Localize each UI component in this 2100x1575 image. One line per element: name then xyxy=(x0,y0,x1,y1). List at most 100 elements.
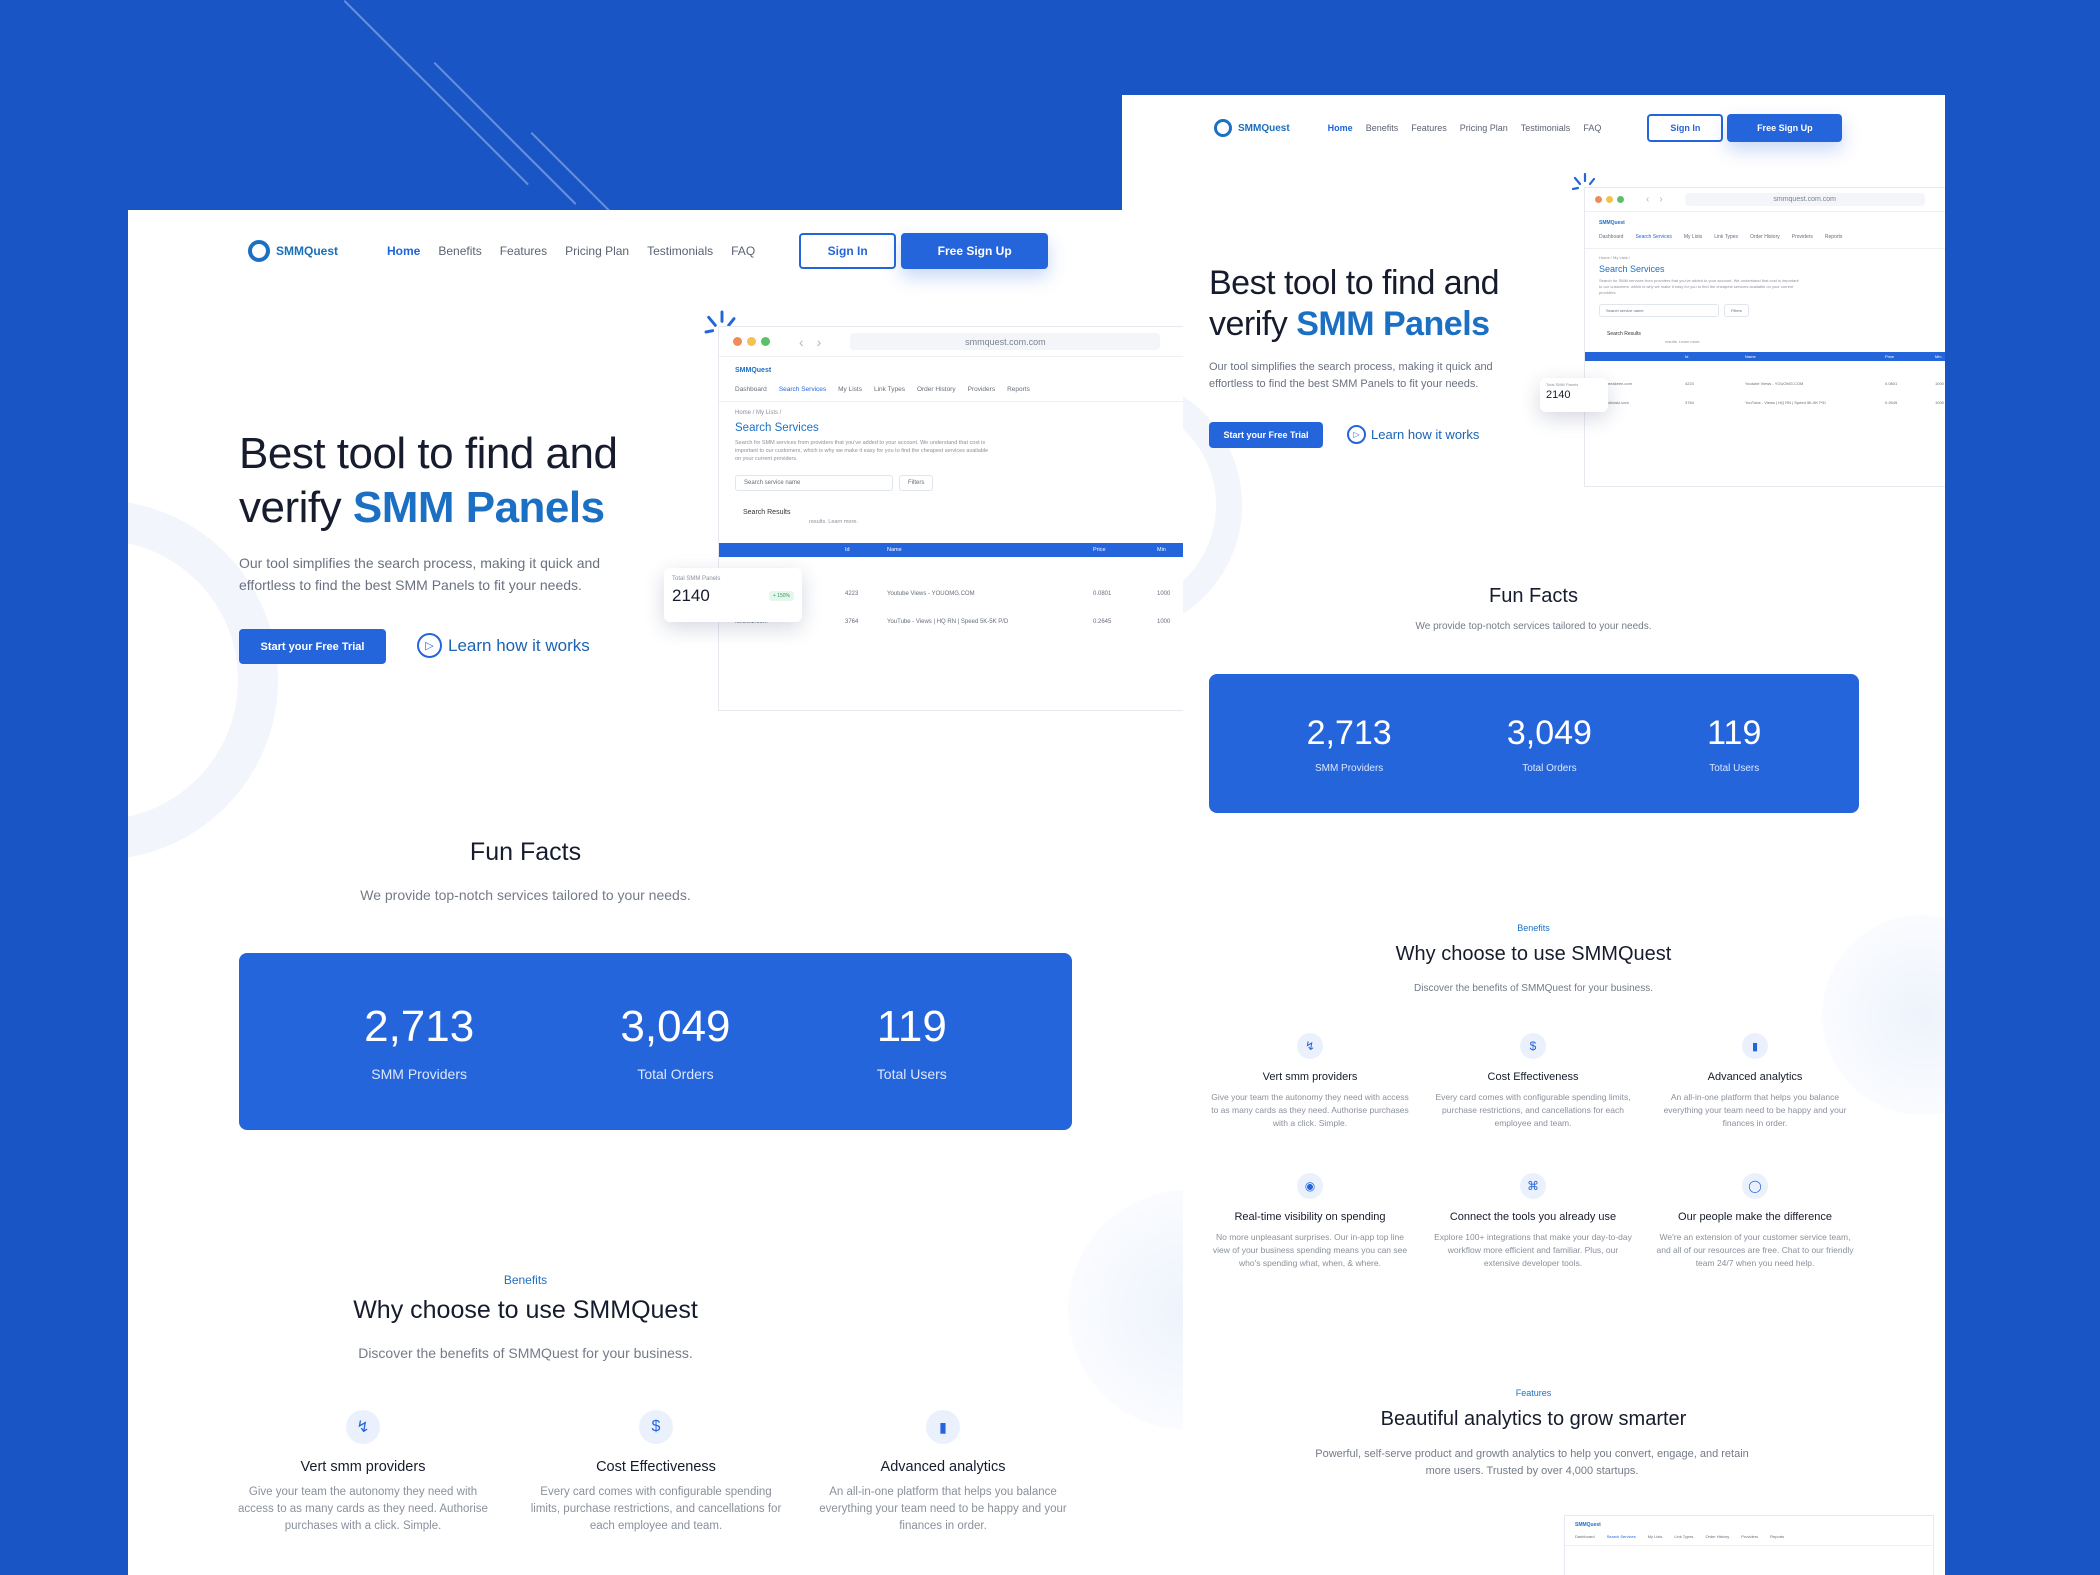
back-icon[interactable]: ‹ xyxy=(1646,193,1650,205)
fact-value: 2,713 xyxy=(364,1001,475,1051)
mock-desc: Search for SMM services from providers t… xyxy=(735,440,989,462)
landing-page-main: SMMQuest Home Benefits Features Pricing … xyxy=(128,210,1183,1575)
forward-icon[interactable]: › xyxy=(1659,193,1663,205)
nav-pricing[interactable]: Pricing Plan xyxy=(565,244,630,258)
benefits-tag: Benefits xyxy=(1517,923,1550,933)
benefits-subtitle: Discover the benefits of SMMQuest for yo… xyxy=(1414,983,1653,994)
hero-title: Best tool to find and verify SMM Panels xyxy=(1209,263,1500,345)
tab-providers[interactable]: Providers xyxy=(967,386,996,393)
mock-search-input[interactable]: Search service name xyxy=(1599,303,1719,317)
nav-benefits[interactable]: Benefits xyxy=(1365,123,1399,133)
tab-my-lists[interactable]: My Lists xyxy=(1683,233,1703,240)
nav-testimonials[interactable]: Testimonials xyxy=(647,244,714,258)
table-row[interactable]: jeeakeen.com 4223 Youtube Views - YOUOMG… xyxy=(1585,361,1945,386)
nav-pricing[interactable]: Pricing Plan xyxy=(1459,123,1508,133)
hero-subtitle: Our tool simplifies the search process, … xyxy=(1209,361,1493,390)
mock-search-input[interactable]: Search service name xyxy=(735,475,893,491)
benefit-item: ▮ Advanced analytics An all-in-one platf… xyxy=(813,1410,1073,1535)
benefits-title: Why choose to use SMMQuest xyxy=(1395,943,1672,965)
start-trial-button[interactable]: Start your Free Trial xyxy=(1209,422,1323,448)
app-screenshot: ‹ › smmquest.com.com SMMQuest Dashboard … xyxy=(1584,187,1945,487)
nav-benefits[interactable]: Benefits xyxy=(438,244,482,258)
tab-search-services[interactable]: Search Services xyxy=(778,386,827,393)
play-icon: ▷ xyxy=(417,633,442,658)
nav-features[interactable]: Features xyxy=(1411,123,1447,133)
cell-provider: followiz.com xyxy=(1607,399,1629,405)
tab-order-history[interactable]: Order History xyxy=(916,386,956,393)
tab-link-types[interactable]: Link Types xyxy=(873,386,905,393)
tab-providers[interactable]: Providers xyxy=(1741,1534,1759,1539)
tab-dashboard[interactable]: Dashboard xyxy=(1575,1534,1595,1539)
hero-title-accent: SMM Panels xyxy=(352,483,605,532)
tab-order-history[interactable]: Order History xyxy=(1705,1534,1730,1539)
nav-faq[interactable]: FAQ xyxy=(731,244,756,258)
benefit-desc: An all-in-one platform that helps you ba… xyxy=(1663,1092,1847,1128)
window-dot xyxy=(1606,195,1613,203)
nav-features[interactable]: Features xyxy=(499,244,548,258)
brand-logo[interactable]: SMMQuest xyxy=(248,240,338,262)
brand-logo[interactable]: SMMQuest xyxy=(1214,119,1290,137)
sign-up-button[interactable]: Free Sign Up xyxy=(901,233,1049,269)
col-min: Min xyxy=(1157,547,1166,553)
nav-testimonials[interactable]: Testimonials xyxy=(1520,123,1571,133)
tab-order-history[interactable]: Order History xyxy=(1750,233,1780,240)
learn-how-link[interactable]: ▷ Learn how it works xyxy=(1347,425,1479,444)
fact-value: 2,713 xyxy=(1306,713,1392,752)
start-trial-button[interactable]: Start your Free Trial xyxy=(239,629,386,664)
fun-facts-subtitle: We provide top-notch services tailored t… xyxy=(1415,621,1652,632)
tab-link-types[interactable]: Link Types xyxy=(1674,1534,1694,1539)
table-row[interactable]: followiz.com 3764 YouTube - Views | HQ R… xyxy=(1585,386,1945,405)
fact-label: SMM Providers xyxy=(371,1065,467,1082)
command-icon: ⌘ xyxy=(1520,1173,1546,1199)
mock-search-row: Search service name Filters xyxy=(719,463,1183,491)
mock-filters-button[interactable]: Filters xyxy=(1724,303,1749,317)
hero-title-prefix: verify xyxy=(1209,305,1297,343)
stat-value: 2140 xyxy=(1546,389,1571,401)
benefit-title: Our people make the difference xyxy=(1678,1211,1832,1223)
fact-value: 3,049 xyxy=(1506,713,1592,752)
forward-icon[interactable]: › xyxy=(816,333,822,350)
app-screenshot: ‹ › smmquest.com.com SMMQuest Dashboard … xyxy=(718,326,1183,711)
tab-search-services[interactable]: Search Services xyxy=(1606,1534,1636,1539)
tab-dashboard[interactable]: Dashboard xyxy=(735,386,767,393)
tab-search-services[interactable]: Search Services xyxy=(1635,233,1672,240)
cell-id: 4223 xyxy=(1685,380,1694,386)
nav-home[interactable]: Home xyxy=(1327,123,1353,133)
cell-provider: followiz.com xyxy=(735,619,768,625)
bar-chart-icon: ▮ xyxy=(926,1410,960,1444)
cell-min: 1000 xyxy=(1157,591,1171,597)
fun-facts-subtitle: We provide top-notch services tailored t… xyxy=(360,887,691,903)
hero-title-accent: SMM Panels xyxy=(1296,305,1490,343)
features-title: Beautiful analytics to grow smarter xyxy=(1380,1408,1687,1430)
sign-up-button[interactable]: Free Sign Up xyxy=(1727,114,1843,142)
col-price: Price xyxy=(1093,547,1106,553)
tab-reports[interactable]: Reports xyxy=(1770,1534,1785,1539)
hero-title-line1: Best tool to find and xyxy=(1209,264,1500,302)
nav-home[interactable]: Home xyxy=(387,244,421,258)
benefit-title: Real-time visibility on spending xyxy=(1234,1211,1386,1223)
tab-providers[interactable]: Providers xyxy=(1791,233,1813,240)
url-bar[interactable]: smmquest.com.com xyxy=(1684,192,1925,206)
url-bar[interactable]: smmquest.com.com xyxy=(850,333,1161,350)
nav-links: Home Benefits Features Pricing Plan Test… xyxy=(387,244,755,258)
mock-brand: SMMQuest xyxy=(1599,219,1625,226)
tab-link-types[interactable]: Link Types xyxy=(1714,233,1739,240)
tab-reports[interactable]: Reports xyxy=(1007,386,1030,393)
cell-name: Youtube Views - YOUOMG.COM xyxy=(887,591,975,597)
benefit-desc: An all-in-one platform that helps you ba… xyxy=(819,1486,1067,1532)
back-icon[interactable]: ‹ xyxy=(799,333,804,350)
tab-dashboard[interactable]: Dashboard xyxy=(1599,233,1624,240)
nav-faq[interactable]: FAQ xyxy=(1583,123,1602,133)
benefit-item: ◯ Our people make the difference We're a… xyxy=(1654,1173,1856,1270)
learn-how-link[interactable]: ▷ Learn how it works xyxy=(417,633,590,658)
bolt-icon: ↯ xyxy=(1297,1033,1323,1059)
mock-filters-button[interactable]: Filters xyxy=(899,475,934,491)
benefit-item: $ Cost Effectiveness Every card comes wi… xyxy=(1432,1033,1634,1130)
sign-in-button[interactable]: Sign In xyxy=(1647,114,1724,142)
tab-my-lists[interactable]: My Lists xyxy=(1647,1534,1663,1539)
table-row[interactable]: followiz.com 3764 YouTube - Views | HQ R… xyxy=(719,597,1183,625)
sign-in-button[interactable]: Sign In xyxy=(799,233,897,269)
tab-my-lists[interactable]: My Lists xyxy=(838,386,862,393)
hero-subtitle: Our tool simplifies the search process, … xyxy=(239,555,601,593)
tab-reports[interactable]: Reports xyxy=(1824,233,1843,240)
